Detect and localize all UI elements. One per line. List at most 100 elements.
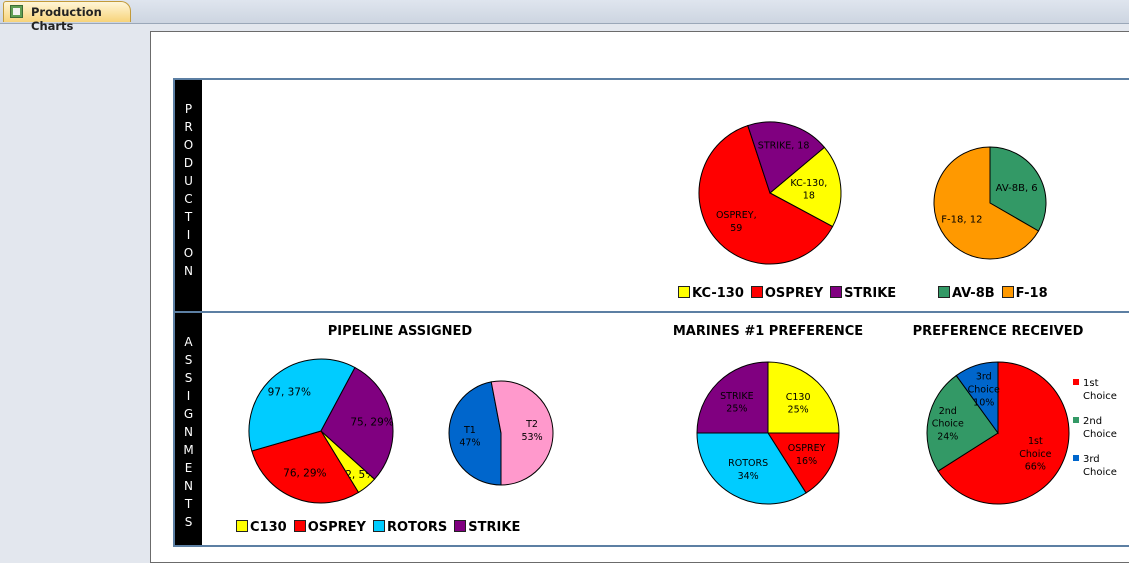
legend-label: F-18 — [1015, 286, 1048, 301]
pie-slice-2nd-choice — [926, 374, 999, 472]
legend-label: 1st — [1083, 378, 1099, 389]
document-tab-bar: Production Charts — [0, 0, 1129, 33]
pie-data-label: 2nd Choice 24% — [932, 406, 964, 443]
pipeline-assigned-legend: C130 OSPREY ROTORS STRIKE — [236, 520, 527, 535]
legend-label: AV-8B — [952, 286, 995, 301]
legend-item: F-18 — [1001, 286, 1048, 301]
pie-slice-kc-130 — [769, 146, 842, 228]
legend-item: STRIKE — [454, 520, 520, 535]
pie-slice-3rd-choice — [955, 361, 999, 435]
pie-slice-rotors — [696, 432, 807, 505]
sidebar-letter: S — [184, 371, 193, 385]
preference-received-pie: 1st Choice 66% 2nd Choice 24%3rd Choice 10% — [926, 361, 1070, 505]
legend-swatch — [938, 286, 950, 298]
sidebar-letter: D — [183, 156, 194, 170]
pipeline-t1t2-pie: T1 47% T2 53% — [448, 380, 554, 486]
marines-preference-pie: C130 25% OSPREY 16% ROTORS 34% STRIKE 25% — [696, 361, 840, 505]
legend-item: 2nd Choice — [1073, 415, 1117, 453]
pie-data-label: T2 53% — [521, 419, 542, 443]
pie-slice-osprey — [698, 124, 834, 265]
pie-data-label: KC-130, 18 — [790, 178, 827, 202]
production-strike-legend: AV-8B F-18 — [938, 286, 1055, 301]
legend-item: OSPREY — [750, 286, 824, 301]
legend-swatch — [1073, 379, 1079, 385]
tab-production-charts[interactable]: Production Charts — [3, 1, 131, 33]
pie-data-label: STRIKE, 18 — [758, 141, 810, 152]
legend-item: ROTORS — [372, 520, 448, 535]
pie-data-label: 1st Choice 66% — [1019, 436, 1051, 473]
pie-data-label: 76, 29% — [283, 467, 326, 479]
legend-label: Choice — [1083, 391, 1117, 402]
sidebar-letter: I — [186, 389, 191, 403]
pie-slice-1st-choice — [937, 361, 1070, 505]
legend-label: OSPREY — [307, 520, 366, 535]
sidebar-letter: A — [184, 335, 193, 349]
sidebar-letter: U — [184, 174, 193, 188]
legend-label: Choice — [1083, 429, 1117, 440]
pipeline-assigned-pie: 12, 5%76, 29%97, 37%75, 29% — [248, 358, 394, 504]
pie-slice-f-18 — [933, 146, 1040, 260]
pie-slice-strike — [747, 121, 826, 194]
legend-swatch — [1073, 455, 1079, 461]
legend-label: STRIKE — [468, 520, 521, 535]
production-main-legend: KC-130 OSPREY STRIKE — [678, 286, 903, 301]
legend-label: C130 — [250, 520, 287, 535]
legend-item: OSPREY — [293, 520, 366, 535]
sidebar-letter: O — [183, 246, 194, 260]
report-icon — [10, 5, 23, 18]
legend-item: AV-8B — [938, 286, 995, 301]
pie-data-label: 3rd Choice 10% — [968, 372, 1000, 409]
pie-data-label: F-18, 12 — [941, 215, 982, 226]
pie-slice-strike — [696, 361, 769, 434]
legend-label: Choice — [1083, 467, 1117, 478]
legend-label: 3rd — [1083, 454, 1100, 465]
pie-data-label: 75, 29% — [350, 417, 393, 429]
legend-swatch — [1073, 417, 1079, 423]
legend-label: STRIKE — [844, 286, 897, 301]
sidebar-letter: G — [183, 407, 194, 421]
preference-received-title: PREFERENCE RECEIVED — [912, 324, 1084, 339]
sidebar-letter: T — [184, 210, 193, 224]
sidebar-letter: N — [184, 264, 193, 278]
pie-slice-t2 — [490, 380, 554, 486]
sidebar-letter: C — [184, 192, 193, 206]
pipeline-assigned-title: PIPELINE ASSIGNED — [327, 324, 473, 339]
marines-preference-title: MARINES #1 PREFERENCE — [672, 324, 864, 339]
pie-data-label: C130 25% — [786, 392, 811, 416]
pie-slice-t1 — [448, 381, 502, 486]
legend-swatch — [830, 286, 843, 298]
sidebar-letter: T — [184, 497, 193, 511]
sidebar-letter: N — [184, 425, 193, 439]
sidebar-letter: N — [184, 479, 193, 493]
sidebar-letter: R — [184, 120, 193, 134]
legend-swatch — [1001, 286, 1014, 298]
sidebar-letter: S — [184, 353, 193, 367]
pie-data-label: T1 47% — [459, 425, 480, 449]
sidebar-letter: S — [184, 515, 193, 529]
legend-label: 2nd — [1083, 416, 1103, 427]
pie-slice-c130 — [767, 361, 840, 434]
legend-label: ROTORS — [386, 520, 448, 535]
pie-data-label: STRIKE 25% — [720, 391, 753, 415]
legend-label: OSPREY — [764, 286, 824, 301]
legend-swatch — [678, 286, 690, 298]
legend-swatch — [293, 520, 306, 532]
legend-item: C130 — [236, 520, 287, 535]
pie-slice-rotors — [248, 358, 356, 452]
legend-swatch — [372, 520, 385, 532]
sidebar-letter: M — [183, 443, 194, 457]
preference-received-legend: 1st Choice 2nd Choice 3rd Choice — [1073, 377, 1117, 491]
legend-swatch — [750, 286, 763, 298]
legend-item: STRIKE — [830, 286, 896, 301]
tab-label: Production Charts — [31, 5, 102, 33]
production-main-pie: KC-130, 18 OSPREY, 59 STRIKE, 18 — [698, 121, 842, 265]
legend-item: 1st Choice — [1073, 377, 1117, 415]
pie-slice-strike — [320, 366, 394, 480]
pie-data-label: OSPREY, 59 — [716, 210, 757, 234]
sidebar-letter: E — [184, 461, 193, 475]
legend-item: 3rd Choice — [1073, 453, 1117, 491]
legend-label: KC-130 — [692, 286, 744, 301]
